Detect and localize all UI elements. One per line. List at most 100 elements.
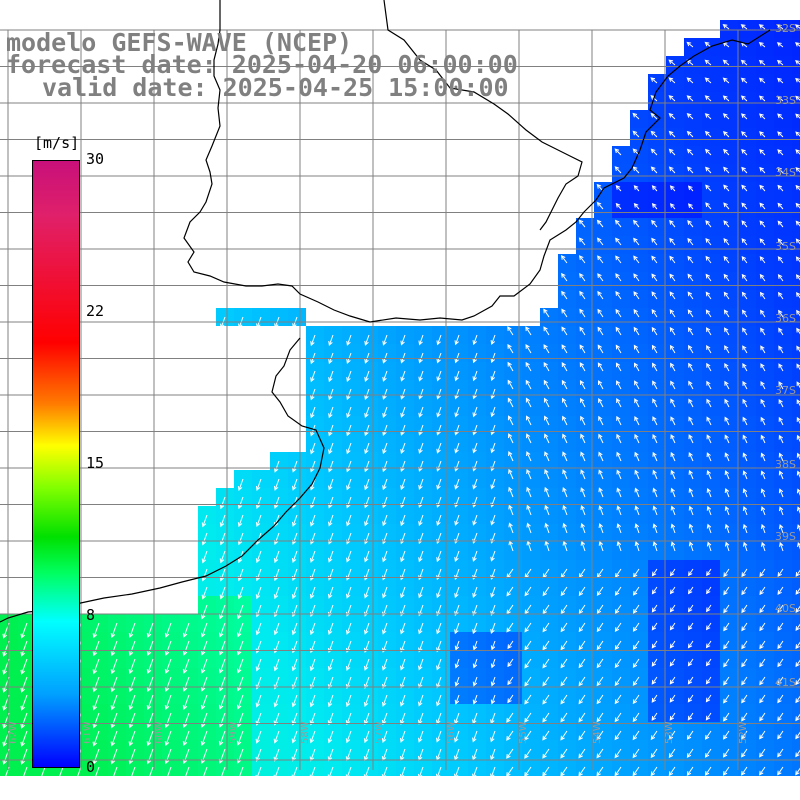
wind-arrow [616, 451, 622, 462]
wind-arrow [777, 238, 784, 246]
wind-arrow [760, 416, 766, 426]
wind-arrow [237, 514, 244, 528]
wind-arrow [110, 730, 118, 747]
wind-arrow [381, 766, 388, 780]
wind-arrow [560, 622, 568, 633]
wind-arrow [706, 568, 712, 577]
wind-arrow [705, 694, 712, 703]
wind-arrow [291, 658, 298, 672]
wind-arrow [616, 398, 622, 408]
wind-arrow [706, 416, 712, 426]
wind-arrow [632, 604, 640, 614]
wind-arrow [310, 460, 316, 473]
wind-arrow [490, 550, 496, 562]
wind-arrow [578, 694, 586, 705]
wind-arrow [796, 309, 800, 317]
wind-arrow [687, 273, 694, 282]
wind-arrow [722, 24, 730, 30]
lon-label-55w: 55W [518, 721, 529, 744]
wind-arrow [778, 506, 784, 516]
wind-arrow [777, 694, 784, 704]
wind-arrow [363, 676, 370, 689]
wind-arrow [652, 523, 658, 534]
wind-arrow [795, 641, 800, 650]
wind-arrow [562, 451, 568, 462]
wind-arrow [418, 388, 424, 400]
wind-arrow [524, 622, 532, 633]
wind-arrow [669, 712, 676, 721]
wind-arrow [777, 730, 784, 740]
wind-arrow [472, 352, 478, 364]
wind-arrow [596, 604, 604, 615]
wind-arrow [92, 712, 100, 729]
wind-arrow [688, 452, 694, 462]
wind-arrow [778, 363, 784, 372]
wind-arrow [200, 694, 208, 710]
wind-cell [792, 542, 800, 560]
wind-arrow [164, 766, 172, 783]
wind-arrow [614, 604, 622, 614]
wind-arrow [760, 398, 766, 408]
wind-arrow [741, 676, 748, 686]
wind-arrow [777, 220, 784, 228]
wind-arrow [597, 308, 604, 318]
wind-arrow [579, 362, 586, 372]
wind-arrow [688, 487, 694, 498]
wind-arrow [651, 586, 658, 595]
wind-arrow [579, 272, 586, 282]
wind-arrow [651, 712, 658, 721]
wind-arrow [651, 255, 658, 264]
wind-arrow [561, 379, 568, 390]
wind-cell [792, 650, 800, 668]
wind-arrow [761, 541, 766, 552]
wind-arrow [364, 370, 370, 382]
wind-arrow [742, 505, 748, 516]
wind-arrow [507, 640, 514, 650]
wind-arrow [759, 622, 766, 632]
wind-arrow [182, 766, 190, 783]
wind-arrow [669, 640, 676, 649]
wind-arrow [418, 334, 424, 346]
wind-arrow [615, 326, 622, 336]
wind-arrow [668, 730, 676, 741]
wind-arrow [578, 712, 586, 723]
wind-arrow [668, 130, 676, 138]
wind-arrow [795, 274, 800, 281]
wind-arrow [200, 640, 208, 656]
wind-arrow [777, 149, 784, 156]
wind-arrow [506, 748, 514, 759]
wind-arrow [651, 309, 658, 318]
wind-arrow [20, 730, 28, 747]
wind-arrow [436, 334, 442, 346]
wind-arrow [741, 291, 748, 300]
wind-arrow [562, 522, 568, 534]
wind-arrow [796, 399, 800, 407]
wind-arrow [578, 676, 586, 687]
wind-arrow [291, 622, 298, 636]
wind-arrow [560, 676, 568, 687]
wind-arrow [759, 748, 766, 758]
wind-cell [792, 452, 800, 470]
wind-arrow [200, 766, 208, 783]
wind-arrow [742, 452, 748, 462]
wind-cell [792, 38, 800, 56]
wind-arrow [328, 370, 334, 383]
wind-arrow [218, 658, 226, 674]
wind-arrow [128, 766, 136, 783]
wind-arrow [760, 452, 766, 462]
wind-arrow [382, 514, 388, 527]
wind-arrow [472, 640, 478, 651]
wind-arrow [723, 291, 730, 300]
wind-arrow [759, 238, 766, 246]
wind-arrow [614, 694, 622, 705]
wind-arrow [20, 640, 28, 657]
wind-arrow [616, 469, 622, 480]
wind-arrow [543, 308, 550, 318]
wind-arrow [526, 451, 532, 462]
wind-arrow [327, 712, 334, 726]
wind-arrow [759, 131, 766, 138]
lat-label-35s-b: 36S [775, 312, 796, 325]
wind-arrow [776, 42, 784, 48]
wind-arrow [578, 586, 586, 597]
wind-arrow [597, 273, 604, 282]
